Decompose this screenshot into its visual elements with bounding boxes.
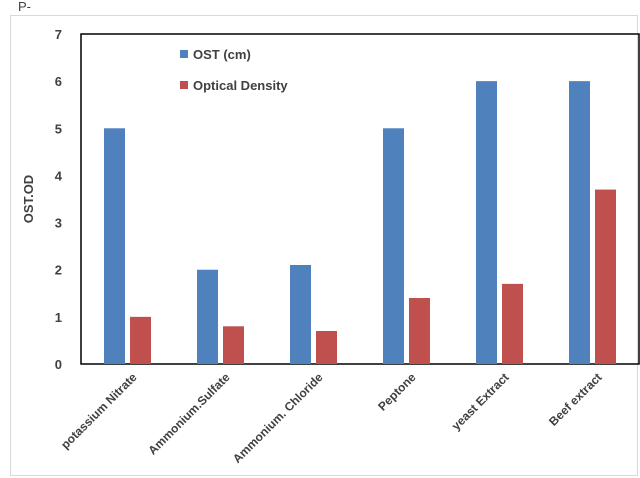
category-label: yeast Extract [449,370,512,433]
plot-area-frame [80,33,640,365]
category-label: Ammonium. Chloride [230,370,326,466]
bar-ost [569,81,590,365]
category-label: Peptone [375,370,419,414]
bars-group [104,81,616,365]
bar-ost [383,128,404,364]
category-label: Beef extract [546,370,604,428]
legend-swatch [180,50,188,58]
y-tick-label: 0 [55,357,62,372]
bar-ost [197,269,218,364]
header-fragment: P- [18,0,31,14]
y-tick-label: 7 [55,27,62,42]
legend-label: Optical Density [193,78,288,93]
y-tick-label: 4 [55,168,63,183]
legend: OST (cm) Optical Density [180,47,288,93]
bar-ost [104,128,125,364]
y-tick-label: 5 [55,121,62,136]
category-label: Ammonium.Sulfate [145,370,232,457]
bar-optical-density [223,326,244,364]
legend-swatch [180,81,188,89]
y-tick-label: 1 [55,310,62,325]
category-label: potassium Nitrate [58,370,140,452]
category-labels: potassium Nitrate Ammonium.SulfateAmmoniu… [58,370,605,466]
y-axis-title: OST.OD [21,175,36,223]
y-tick-label: 3 [55,216,62,231]
y-axis-ticks: 0 1 2 3 4 5 6 7 [55,27,63,372]
y-tick-label: 6 [55,74,62,89]
bar-ost [476,81,497,365]
bar-ost [290,265,311,364]
bar-optical-density [316,331,337,364]
bar-optical-density [595,189,616,364]
legend-label: OST (cm) [193,47,251,62]
bar-optical-density [130,316,151,364]
bar-optical-density [502,283,523,364]
y-tick-label: 2 [55,263,62,278]
chart-area-border [10,15,638,476]
bar-optical-density [409,298,430,364]
